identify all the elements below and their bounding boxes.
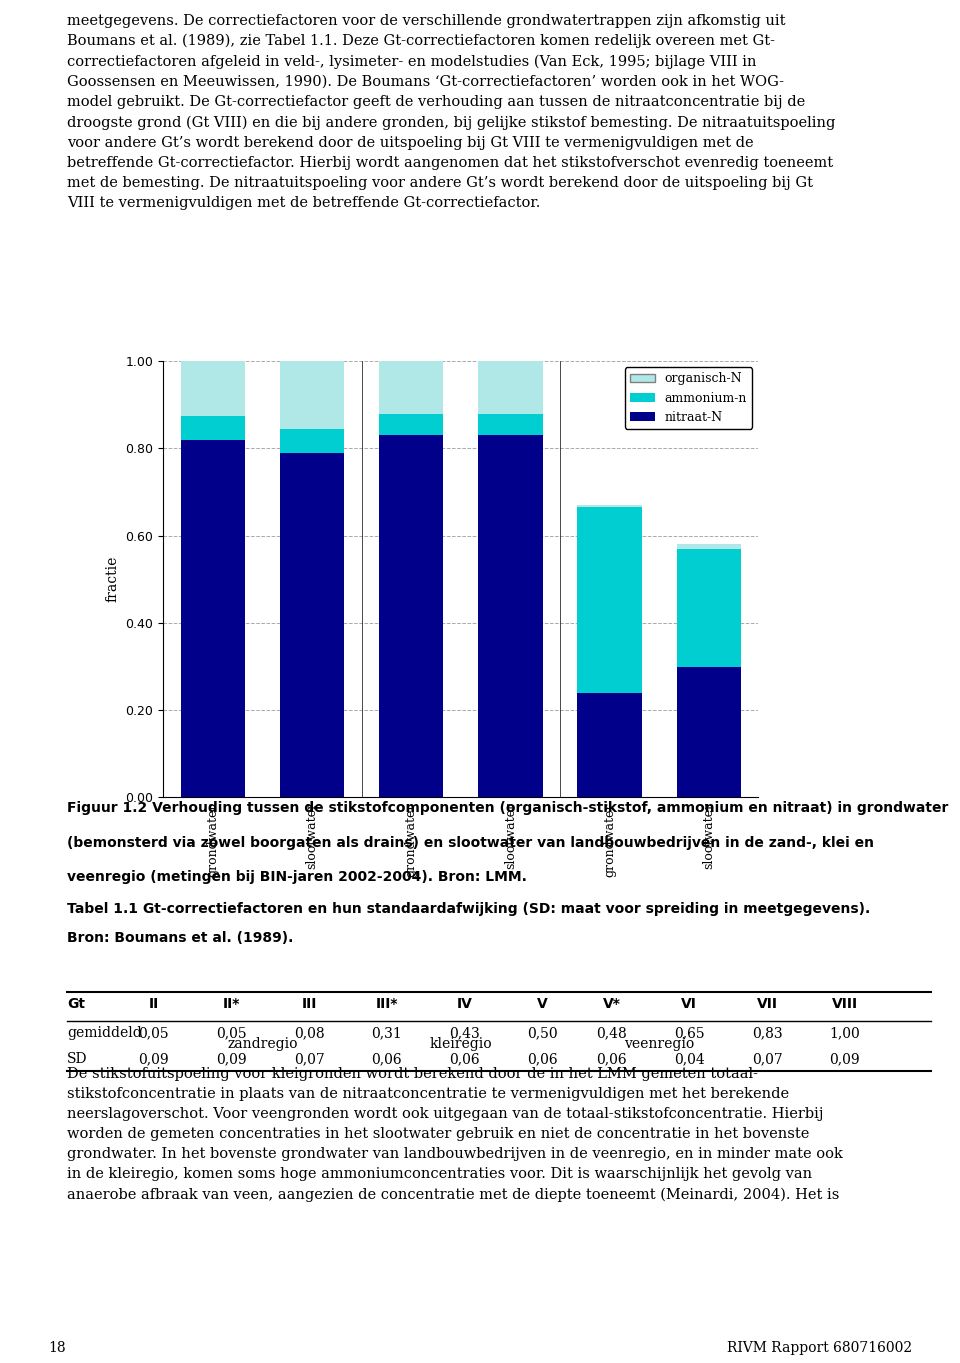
Text: 0,08: 0,08 <box>294 1026 324 1040</box>
Text: 0,06: 0,06 <box>527 1052 558 1066</box>
Bar <box>180 440 245 797</box>
Bar <box>379 413 444 435</box>
Text: 0,83: 0,83 <box>752 1026 782 1040</box>
Bar <box>577 692 642 797</box>
Text: 0,04: 0,04 <box>674 1052 705 1066</box>
Bar <box>677 667 741 797</box>
Bar <box>478 435 542 797</box>
Text: meetgegevens. De correctiefactoren voor de verschillende grondwatertrappen zijn : meetgegevens. De correctiefactoren voor … <box>67 14 835 210</box>
Text: veenregio: veenregio <box>624 1037 694 1051</box>
Text: Gt: Gt <box>67 998 85 1011</box>
Text: 0,09: 0,09 <box>138 1052 169 1066</box>
Text: 0,50: 0,50 <box>527 1026 558 1040</box>
Text: Bron: Boumans et al. (1989).: Bron: Boumans et al. (1989). <box>67 931 294 946</box>
Bar <box>180 361 245 416</box>
Text: II*: II* <box>223 998 240 1011</box>
Bar <box>279 361 345 429</box>
Bar <box>478 361 542 413</box>
Text: 18: 18 <box>48 1341 65 1355</box>
Text: 0,07: 0,07 <box>294 1052 324 1066</box>
Text: 0,07: 0,07 <box>752 1052 782 1066</box>
Text: zandregio: zandregio <box>228 1037 298 1051</box>
Bar <box>379 435 444 797</box>
Bar <box>677 549 741 667</box>
Text: VII: VII <box>756 998 778 1011</box>
Text: 0,06: 0,06 <box>596 1052 627 1066</box>
Y-axis label: fractie: fractie <box>106 556 120 602</box>
Text: 0,05: 0,05 <box>216 1026 247 1040</box>
Text: 0,65: 0,65 <box>674 1026 705 1040</box>
Text: 0,48: 0,48 <box>596 1026 627 1040</box>
Text: III*: III* <box>375 998 398 1011</box>
Text: Tabel 1.1 Gt-correctiefactoren en hun standaardafwijking (SD: maat voor spreidin: Tabel 1.1 Gt-correctiefactoren en hun st… <box>67 902 871 916</box>
Legend: organisch-N, ammonium-n, nitraat-N: organisch-N, ammonium-n, nitraat-N <box>625 368 752 429</box>
Text: III: III <box>301 998 317 1011</box>
Text: II: II <box>149 998 158 1011</box>
Text: IV: IV <box>457 998 472 1011</box>
Text: 0,06: 0,06 <box>449 1052 480 1066</box>
Text: 1,00: 1,00 <box>829 1026 860 1040</box>
Text: 0,09: 0,09 <box>829 1052 860 1066</box>
Text: De stikstofuitspoeling voor kleigronden wordt berekend door de in het LMM gemete: De stikstofuitspoeling voor kleigronden … <box>67 1067 843 1202</box>
Text: 0,43: 0,43 <box>449 1026 480 1040</box>
Text: SD: SD <box>67 1052 87 1066</box>
Bar <box>677 544 741 549</box>
Bar <box>577 506 642 507</box>
Text: VI: VI <box>682 998 697 1011</box>
Text: (bemonsterd via zowel boorgaten als drains) en slootwater van landbouwbedrijven : (bemonsterd via zowel boorgaten als drai… <box>67 836 875 849</box>
Text: 0,06: 0,06 <box>372 1052 402 1066</box>
Bar <box>180 416 245 440</box>
Bar <box>379 361 444 413</box>
Text: 0,05: 0,05 <box>138 1026 169 1040</box>
Bar <box>279 429 345 453</box>
Text: RIVM Rapport 680716002: RIVM Rapport 680716002 <box>727 1341 912 1355</box>
Text: Figuur 1.2 Verhouding tussen de stikstofcomponenten (organisch-stikstof, ammoniu: Figuur 1.2 Verhouding tussen de stikstof… <box>67 801 948 815</box>
Text: V: V <box>537 998 548 1011</box>
Bar <box>577 507 642 692</box>
Text: kleiregio: kleiregio <box>429 1037 492 1051</box>
Text: VIII: VIII <box>831 998 858 1011</box>
Text: 0,09: 0,09 <box>216 1052 247 1066</box>
Text: 0,31: 0,31 <box>372 1026 402 1040</box>
Text: veenregio (metingen bij BIN-jaren 2002-2004). Bron: LMM.: veenregio (metingen bij BIN-jaren 2002-2… <box>67 870 527 885</box>
Bar <box>279 453 345 797</box>
Text: gemiddeld: gemiddeld <box>67 1026 142 1040</box>
Text: V*: V* <box>603 998 620 1011</box>
Bar <box>478 413 542 435</box>
